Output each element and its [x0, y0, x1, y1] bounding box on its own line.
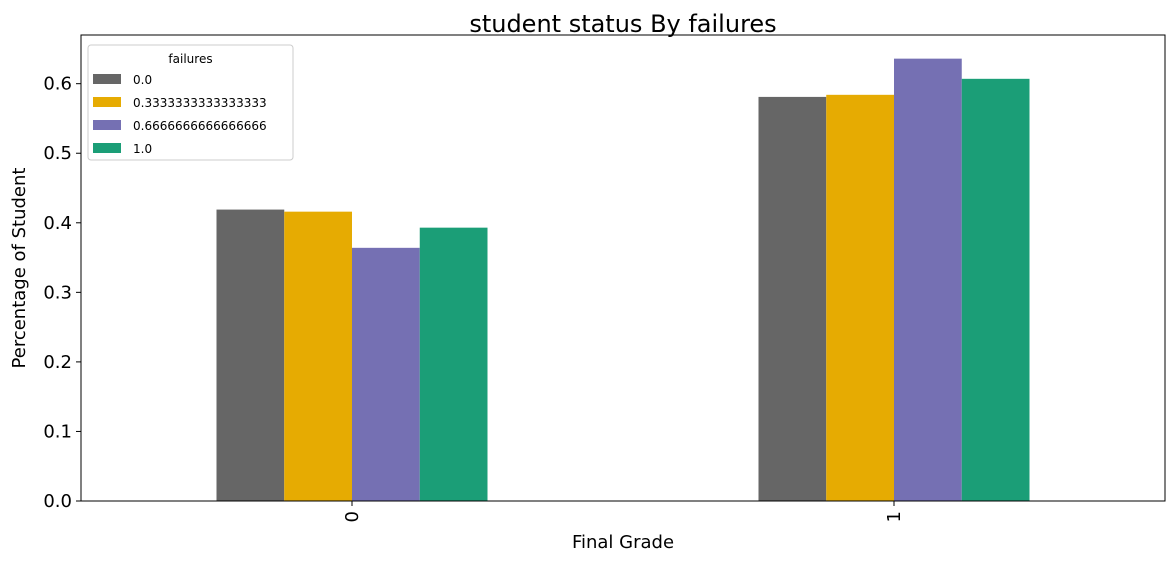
x-axis-title: Final Grade — [572, 532, 674, 553]
legend: failures 0.0 0.3333333333333333 0.666666666… — [87, 44, 294, 161]
y-tick-label: 0.0 — [43, 491, 72, 512]
y-tick-label: 0.2 — [43, 352, 72, 373]
legend-label: 0.3333333333333333 — [133, 96, 267, 110]
legend-swatch — [93, 97, 121, 107]
y-tick-label: 0.5 — [43, 143, 72, 164]
x-tick-label: 0 — [342, 511, 363, 522]
legend-label: 1.0 — [133, 142, 152, 156]
plot-frame — [80, 34, 1166, 502]
bar-1-series-2 — [894, 58, 962, 501]
y-axis: 0.0 0.1 0.2 0.3 0.4 0.5 0.6 — [43, 74, 81, 512]
legend-frame — [87, 44, 294, 161]
y-tick-label: 0.1 — [43, 421, 72, 442]
legend-swatch — [93, 143, 121, 153]
chart-title: student status By failures — [469, 10, 776, 38]
y-tick-label: 0.4 — [43, 213, 72, 234]
bar-0-series-0 — [216, 209, 285, 502]
legend-swatch — [93, 120, 121, 130]
bar-1-series-0 — [758, 96, 827, 501]
bar-0-series-1 — [284, 211, 352, 501]
y-tick-label: 0.3 — [43, 282, 72, 303]
legend-label: 0.6666666666666666 — [133, 119, 267, 133]
legend-label: 0.0 — [133, 73, 152, 87]
x-tick-label: 1 — [884, 511, 905, 522]
legend-title: failures — [168, 52, 212, 66]
bar-1-series-1 — [826, 94, 894, 501]
y-axis-title: Percentage of Student — [9, 168, 30, 369]
bar-0-series-2 — [352, 247, 420, 501]
legend-swatch — [93, 74, 121, 84]
bars-layer — [216, 58, 1030, 502]
bar-1-series-3 — [961, 78, 1030, 502]
y-tick-label: 0.6 — [43, 74, 72, 95]
bar-0-series-3 — [419, 227, 488, 501]
